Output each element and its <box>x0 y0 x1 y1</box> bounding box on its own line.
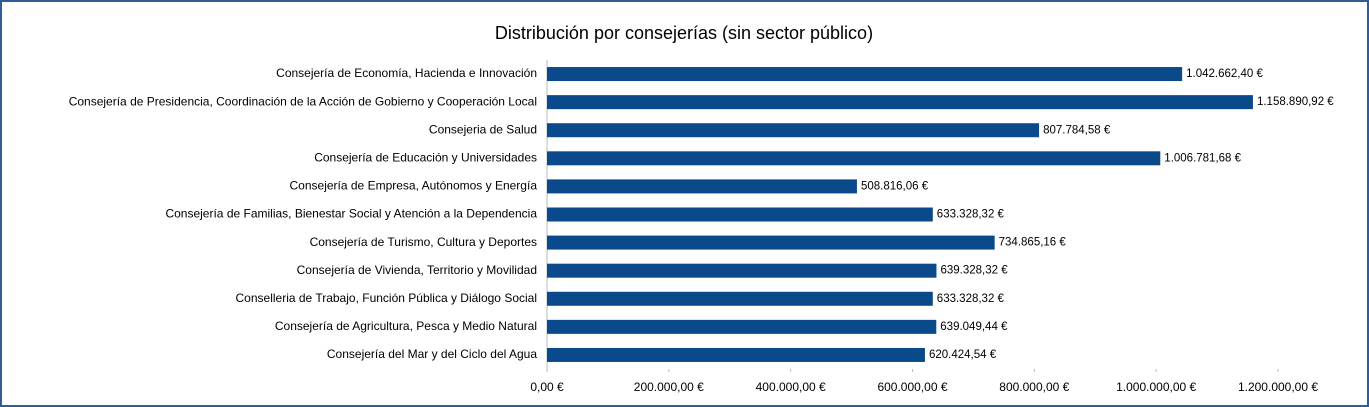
value-label: 1.042.662,40 € <box>1186 68 1263 80</box>
y-tick-label: Consejería de Turismo, Cultura y Deporte… <box>310 235 537 249</box>
y-tick-label: Consejería de Vivienda, Territorio y Mov… <box>297 263 537 277</box>
x-tick-label: 600.000,00 € <box>877 380 947 394</box>
x-tick-label: 1.000.000,00 € <box>1116 380 1196 394</box>
bar <box>547 347 925 362</box>
bar <box>547 235 995 250</box>
value-label: 807.784,58 € <box>1043 124 1111 136</box>
y-tick-label: Conselleria de Trabajo, Función Pública … <box>236 291 538 305</box>
value-label: 1.006.781,68 € <box>1164 152 1241 164</box>
x-tick-label: 1.200.000,00 € <box>1238 380 1318 394</box>
y-tick-label: Consejeria de Salud <box>429 122 537 136</box>
value-label: 639.328,32 € <box>940 265 1008 277</box>
value-label: 620.424,54 € <box>929 349 997 361</box>
y-tick-label: Consejería de Economía, Hacienda e Innov… <box>276 66 537 80</box>
value-label: 633.328,32 € <box>937 293 1005 305</box>
x-tick-label: 800.000,00 € <box>999 380 1069 394</box>
bar <box>547 179 857 194</box>
value-label: 508.816,06 € <box>861 180 929 192</box>
bar <box>547 207 933 222</box>
x-tick-label: 400.000,00 € <box>756 380 826 394</box>
y-tick-label: Consejería de Agricultura, Pesca y Medio… <box>275 319 537 333</box>
bar <box>547 291 933 306</box>
y-tick-label: Consejería de Empresa, Autónomos y Energ… <box>290 179 538 193</box>
y-tick-label: Consejería de Educación y Universidades <box>314 150 537 164</box>
value-label: 734.865,16 € <box>999 237 1067 249</box>
x-tick-label: 200.000,00 € <box>634 380 704 394</box>
bar <box>547 151 1161 166</box>
y-tick-label: Consejería del Mar y del Ciclo del Agua <box>327 347 537 361</box>
value-label: 633.328,32 € <box>937 209 1005 221</box>
bar <box>547 67 1183 82</box>
bar <box>547 123 1040 138</box>
y-tick-label: Consejería de Familias, Bienestar Social… <box>165 207 537 221</box>
bar <box>547 95 1253 110</box>
value-label: 639.049,44 € <box>940 321 1008 333</box>
y-tick-label: Consejería de Presidencia, Coordinación … <box>69 94 537 108</box>
x-tick-label: 0,00 € <box>530 380 564 394</box>
value-label: 1.158.890,92 € <box>1257 96 1334 108</box>
bar <box>547 263 937 278</box>
bar <box>547 319 937 334</box>
chart-title: Distribución por consejerías (sin sector… <box>495 23 873 43</box>
